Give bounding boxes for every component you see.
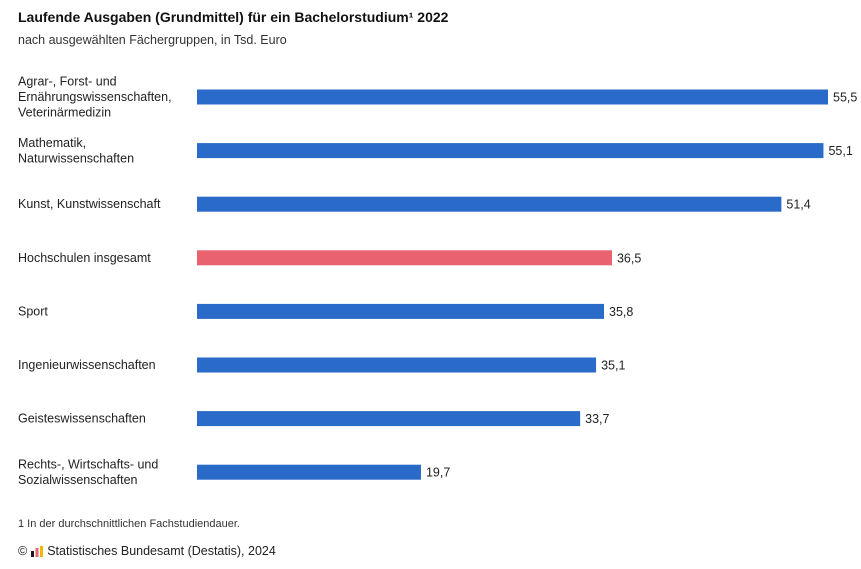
chart-subtitle: nach ausgewählten Fächergruppen, in Tsd.… xyxy=(18,33,287,47)
category-label: Mathematik, Naturwissenschaften xyxy=(18,136,134,166)
category-label: Kunst, Kunstwissenschaft xyxy=(18,197,161,211)
value-label: 51,4 xyxy=(786,198,810,212)
bar xyxy=(197,411,581,427)
value-label: 35,8 xyxy=(609,305,633,319)
value-label: 36,5 xyxy=(617,251,641,265)
category-label: Rechts-, Wirtschafts- und Sozialwissensch… xyxy=(18,457,158,487)
category-label: Sport xyxy=(18,304,48,318)
category-label: Ingenieurwissenschaften xyxy=(18,358,156,372)
bar xyxy=(197,250,612,266)
footnote: 1 In der durchschnittlichen Fachstudiend… xyxy=(18,518,240,530)
value-label: 33,7 xyxy=(585,412,609,426)
category-label: Agrar-, Forst- und Ernährungswissenschaft… xyxy=(18,75,172,120)
category-label: Hochschulen insgesamt xyxy=(18,251,151,265)
bar xyxy=(197,196,782,212)
bar xyxy=(197,357,597,373)
source-line: © Statistisches Bundesamt (Destatis), 20… xyxy=(18,544,276,558)
value-label: 35,1 xyxy=(601,359,625,373)
bar xyxy=(197,464,421,480)
chart-title: Laufende Ausgaben (Grundmittel) für ein … xyxy=(18,9,449,25)
value-label: 55,5 xyxy=(833,91,857,105)
destatis-logo-icon xyxy=(31,545,44,557)
bar xyxy=(197,143,824,159)
copyright-symbol: © xyxy=(18,544,28,558)
value-label: 19,7 xyxy=(426,466,450,480)
source-text: Statistisches Bundesamt (Destatis), 2024 xyxy=(47,544,276,558)
category-label: Geisteswissenschaften xyxy=(18,412,146,426)
bar xyxy=(197,89,828,105)
bar xyxy=(197,303,605,319)
value-label: 55,1 xyxy=(828,144,852,158)
bar-chart: Agrar-, Forst- und Ernährungswissenschaft… xyxy=(18,75,857,487)
